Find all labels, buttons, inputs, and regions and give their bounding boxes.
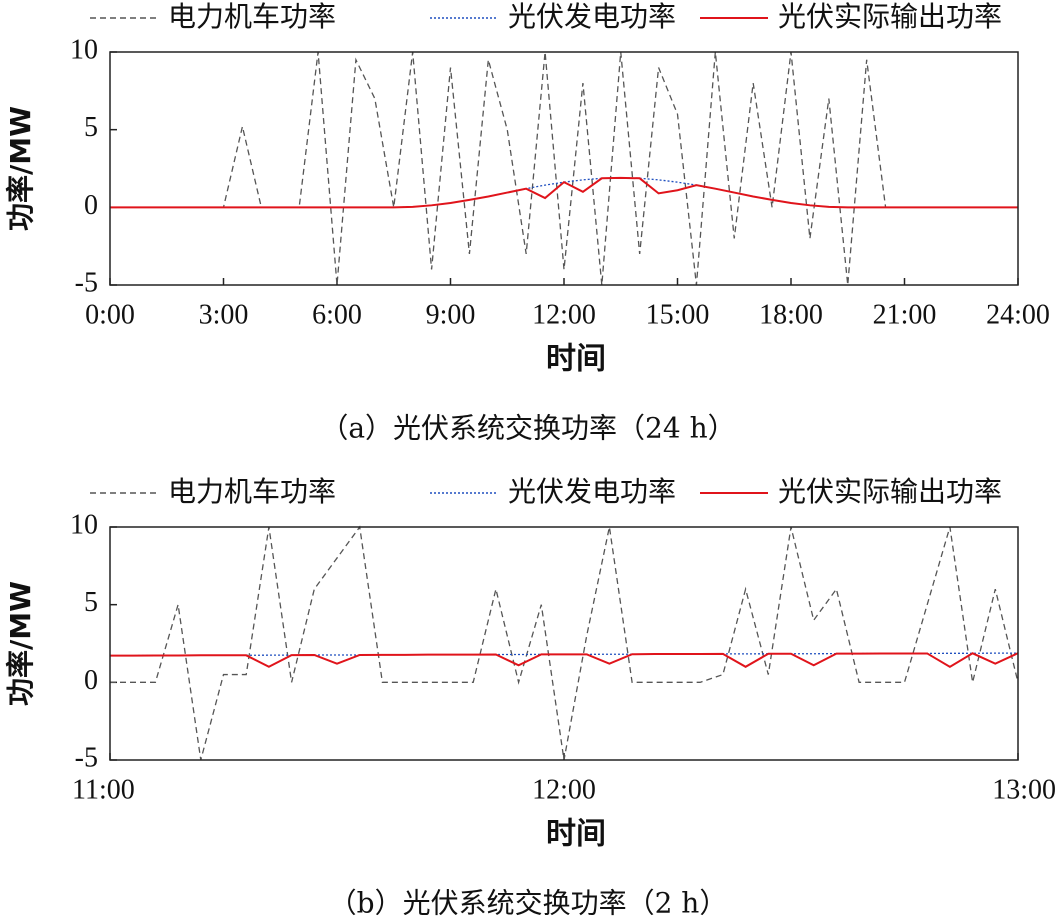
chart-panel: 电力机车功率 光伏发电功率 光伏实际输出功率 -5 0 5 10 0:00 3:00 6:00 9:…	[4, 0, 1050, 445]
caption: （b）光伏系统交换功率（2 h）	[329, 887, 728, 920]
legend-label: 电力机车功率	[168, 0, 336, 33]
plot-frame	[109, 51, 1019, 286]
x-tick-label: 13:00	[992, 774, 1056, 805]
x-axis-label: 时间	[546, 817, 606, 852]
legend-label: 电力机车功率	[168, 475, 336, 508]
series-line	[110, 652, 1019, 668]
x-tick-label: 9:00	[426, 299, 476, 330]
legend-label: 光伏发电功率	[508, 0, 676, 33]
y-tick-label: 10	[70, 34, 98, 65]
y-tick-label: 0	[84, 190, 98, 221]
y-tick-label: 10	[70, 509, 98, 540]
x-tick-label: 18:00	[759, 299, 823, 330]
series-line	[110, 525, 1019, 761]
series-line	[110, 176, 1018, 209]
y-axis-label: 功率/MW	[4, 106, 37, 231]
y-tick-label: -5	[75, 267, 98, 298]
chart-panel: 电力机车功率 光伏发电功率 光伏实际输出功率 -5 0 5 10 11:00 12:00 13:0…	[4, 475, 1056, 920]
legend-label: 光伏实际输出功率	[778, 475, 1002, 508]
x-axis-label: 时间	[546, 342, 606, 377]
x-tick-label: 12:00	[532, 774, 596, 805]
x-tick-label: 6:00	[312, 299, 362, 330]
series-line	[110, 51, 1018, 286]
y-tick-label: 0	[84, 665, 98, 696]
y-axis-label: 功率/MW	[4, 581, 37, 706]
x-tick-label: 24:00	[986, 299, 1050, 330]
x-tick-label: 3:00	[199, 299, 249, 330]
x-tick-label: 12:00	[532, 299, 596, 330]
x-tick-label: 15:00	[646, 299, 710, 330]
y-tick-label: -5	[75, 742, 98, 773]
y-tick-label: 5	[84, 587, 98, 618]
x-tick-label: 21:00	[873, 299, 937, 330]
y-tick-label: 5	[84, 112, 98, 143]
plot-frame	[109, 526, 1019, 761]
caption: （a）光伏系统交换功率（24 h）	[320, 412, 735, 445]
x-tick-label: 0:00	[85, 299, 135, 330]
legend-label: 光伏发电功率	[508, 475, 676, 508]
x-tick-label: 11:00	[72, 774, 135, 805]
legend-label: 光伏实际输出功率	[778, 0, 1002, 33]
